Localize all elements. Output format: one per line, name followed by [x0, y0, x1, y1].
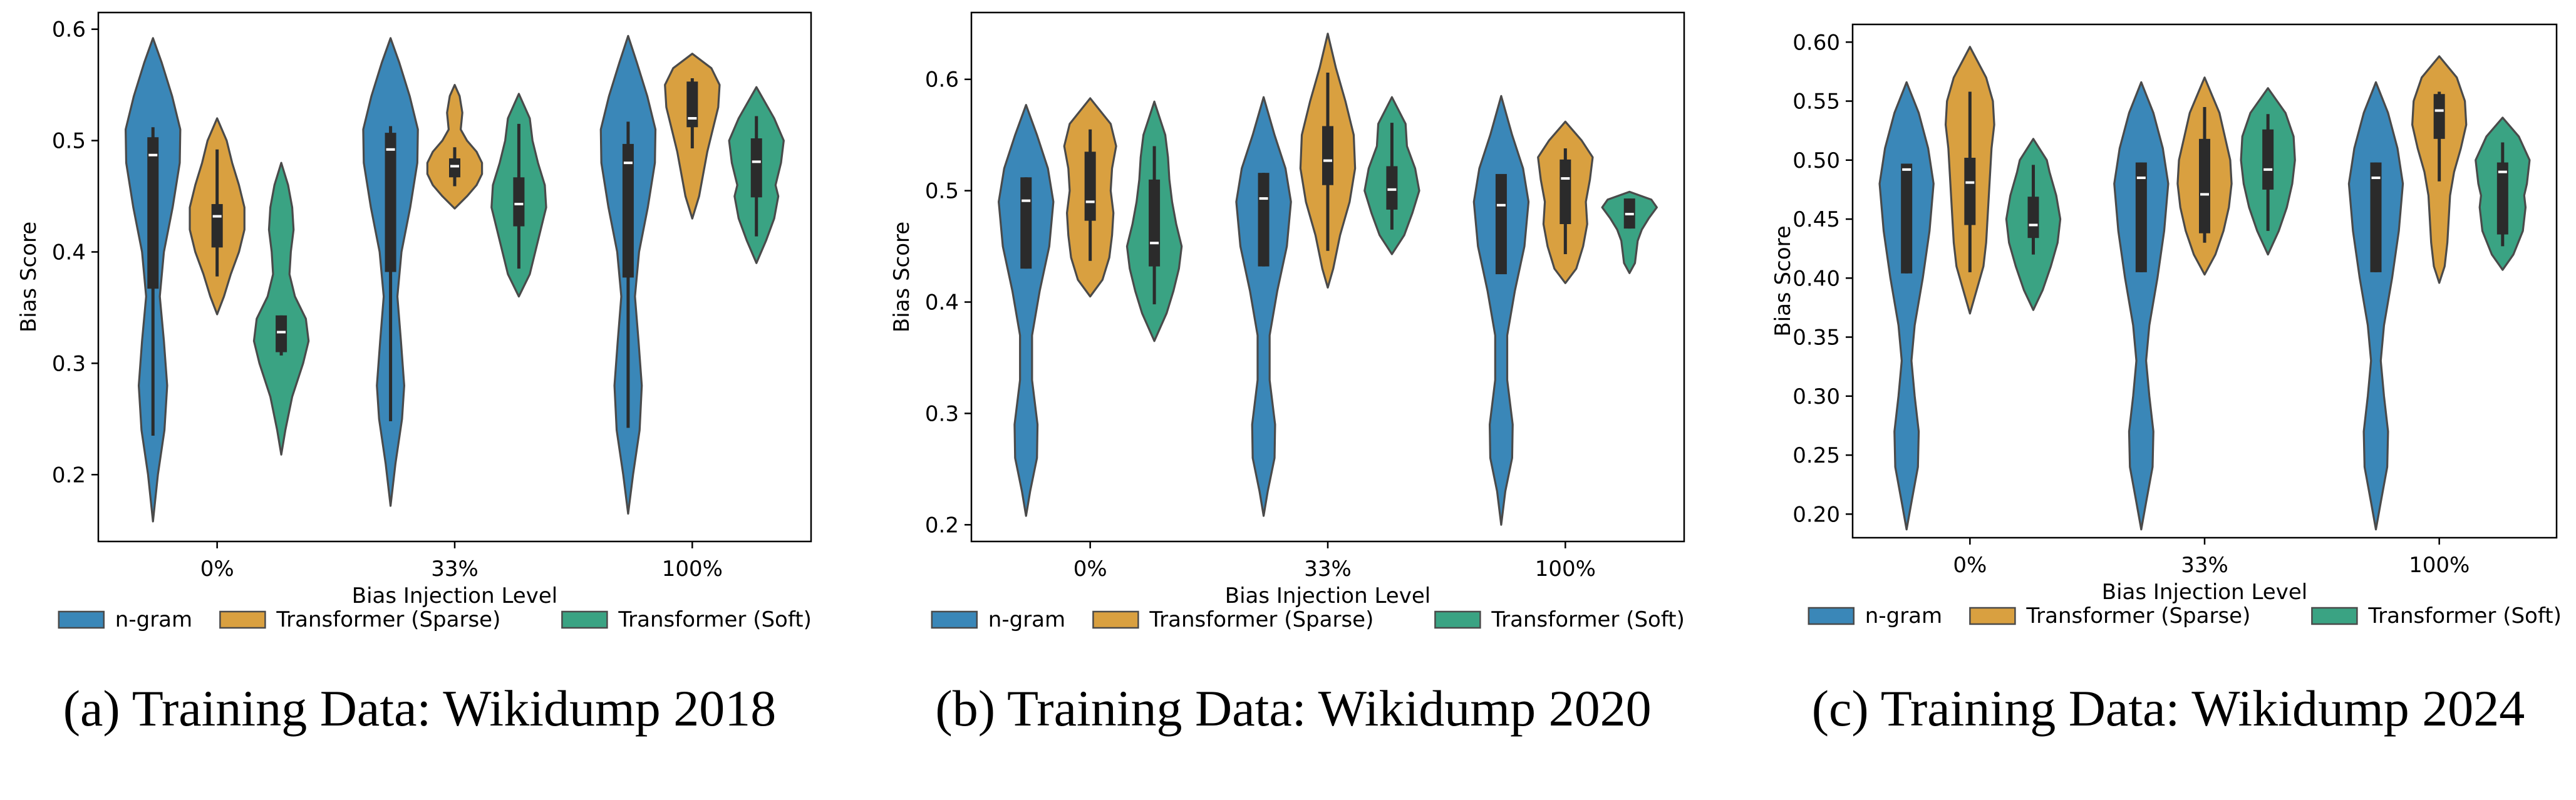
violin-sparse-1: [426, 84, 484, 210]
y-tick-label-b-1: 0.3: [925, 401, 959, 426]
y-tick-label-a-4: 0.6: [52, 18, 86, 43]
y-tick-label-a-2: 0.4: [52, 240, 86, 265]
iqr-box-soft-0: [276, 315, 287, 352]
iqr-box-sparse-2: [1560, 159, 1571, 224]
x-axis-label-b: Bias Injection Level: [1225, 583, 1430, 608]
x-tick-label-a-2: 100%: [662, 556, 723, 582]
iqr-box-ngram-0: [147, 137, 159, 289]
y-tick-label-c-1: 0.25: [1792, 443, 1840, 468]
iqr-box-sparse-1: [2199, 138, 2210, 233]
legend-swatch-b-soft: [1434, 610, 1481, 629]
violin-ngram-1: [2113, 81, 2170, 531]
y-tick-label-c-3: 0.35: [1792, 326, 1840, 351]
caption-b: (b) Training Data: Wikidump 2020: [935, 680, 1652, 737]
y-tick-label-b-2: 0.4: [925, 290, 959, 315]
x-tick-label-b-1: 33%: [1304, 556, 1352, 582]
y-tick-label-a-1: 0.3: [52, 351, 86, 376]
legend-label-c-sparse: Transformer (Sparse): [2025, 603, 2250, 628]
chart-panel-b: 0.2 0.3 0.4 0.5 0.6 0% 33% 100% Bias Injection L…: [889, 11, 1685, 632]
iqr-box-soft-2: [2496, 162, 2508, 235]
iqr-box-ngram-1: [1258, 173, 1270, 267]
legend-label-c-ngram: n-gram: [1865, 603, 1942, 628]
iqr-box-sparse-0: [1964, 158, 1976, 225]
iqr-box-sparse-2: [2433, 94, 2445, 139]
violin-ngram-2: [2347, 81, 2404, 531]
x-tick-label-a-1: 33%: [431, 556, 478, 582]
y-tick-label-a-0: 0.2: [52, 463, 86, 488]
iqr-box-ngram-2: [622, 143, 634, 278]
y-tick-label-b-4: 0.6: [925, 68, 959, 93]
x-axis-label-a: Bias Injection Level: [352, 583, 557, 608]
iqr-box-soft-1: [1386, 166, 1398, 210]
iqr-box-sparse-1: [1322, 126, 1333, 185]
legend-label-c-soft: Transformer (Soft): [2367, 603, 2561, 628]
legend-label-b-soft: Transformer (Soft): [1491, 607, 1684, 632]
iqr-box-soft-1: [2262, 129, 2274, 190]
y-tick-label-b-3: 0.5: [925, 179, 959, 204]
x-tick-label-c-0: 0%: [1953, 553, 1987, 578]
iqr-box-sparse-1: [449, 158, 460, 178]
legend-swatch-b-sparse: [1092, 610, 1139, 629]
y-axis-label-b: Bias Score: [889, 222, 914, 332]
legend-label-a-sparse: Transformer (Sparse): [276, 607, 500, 632]
iqr-box-ngram-0: [1020, 177, 1032, 269]
legend-swatch-a-soft: [561, 610, 608, 629]
legend-label-b-sparse: Transformer (Sparse): [1149, 607, 1373, 632]
y-tick-label-a-3: 0.5: [52, 129, 86, 154]
legend-label-b-ngram: n-gram: [988, 607, 1065, 632]
legend-swatch-a-sparse: [219, 610, 266, 629]
y-axis-label-c: Bias Score: [1771, 225, 1796, 336]
violin-ngram-2: [1472, 95, 1530, 526]
iqr-box-soft-0: [1149, 179, 1161, 267]
legend-label-a-soft: Transformer (Soft): [618, 607, 811, 632]
caption-a: (a) Training Data: Wikidump 2018: [63, 680, 777, 737]
x-tick-label-b-0: 0%: [1073, 556, 1107, 582]
legend-swatch-b-ngram: [931, 610, 978, 629]
iqr-box-soft-2: [750, 138, 762, 198]
x-tick-label-c-1: 33%: [2181, 553, 2228, 578]
violin-soft-0: [252, 162, 310, 456]
iqr-box-soft-1: [513, 177, 525, 227]
x-tick-label-c-2: 100%: [2409, 553, 2470, 578]
chart-panel-a: 0.2 0.3 0.4 0.5 0.6 0% 33% 100% Bias Injection L…: [16, 11, 812, 632]
chart-panel-c: 0.20 0.25 0.30 0.35 0.40 0.45 0.50 0.55 0.60 0% 33…: [1771, 23, 2562, 628]
iqr-box-sparse-0: [211, 203, 223, 248]
iqr-box-ngram-0: [1901, 163, 1913, 274]
x-tick-label-b-2: 100%: [1535, 556, 1596, 582]
y-tick-label-c-2: 0.30: [1792, 384, 1840, 409]
y-axis-label-a: Bias Score: [16, 222, 41, 332]
y-tick-label-c-0: 0.20: [1792, 502, 1840, 527]
legend-swatch-c-soft: [2311, 607, 2358, 625]
iqr-box-ngram-1: [385, 133, 396, 272]
iqr-box-soft-0: [2027, 197, 2039, 238]
iqr-box-sparse-0: [1084, 151, 1096, 221]
x-axis-label-c: Bias Injection Level: [2102, 580, 2307, 605]
y-tick-label-c-6: 0.50: [1792, 148, 1840, 173]
caption-c: (c) Training Data: Wikidump 2024: [1811, 680, 2525, 737]
legend-swatch-c-ngram: [1808, 607, 1855, 625]
legend-swatch-a-ngram: [58, 610, 105, 629]
y-tick-label-b-0: 0.2: [925, 513, 959, 538]
y-tick-label-c-7: 0.55: [1792, 90, 1840, 115]
violin-ngram-0: [1878, 81, 1935, 531]
y-tick-label-c-8: 0.60: [1792, 30, 1840, 55]
iqr-box-ngram-2: [1495, 173, 1507, 275]
violin-ngram-1: [1235, 96, 1292, 517]
violin-ngram-0: [998, 104, 1055, 517]
iqr-box-sparse-2: [686, 81, 698, 128]
legend-swatch-c-sparse: [1969, 607, 2016, 625]
y-tick-label-c-5: 0.45: [1792, 207, 1840, 232]
y-tick-label-c-4: 0.40: [1792, 266, 1840, 291]
iqr-box-ngram-1: [2135, 162, 2147, 272]
iqr-box-ngram-2: [2370, 162, 2382, 272]
violin-soft-2: [1601, 190, 1658, 274]
legend-label-a-ngram: n-gram: [115, 607, 192, 632]
x-tick-label-a-0: 0%: [200, 556, 234, 582]
